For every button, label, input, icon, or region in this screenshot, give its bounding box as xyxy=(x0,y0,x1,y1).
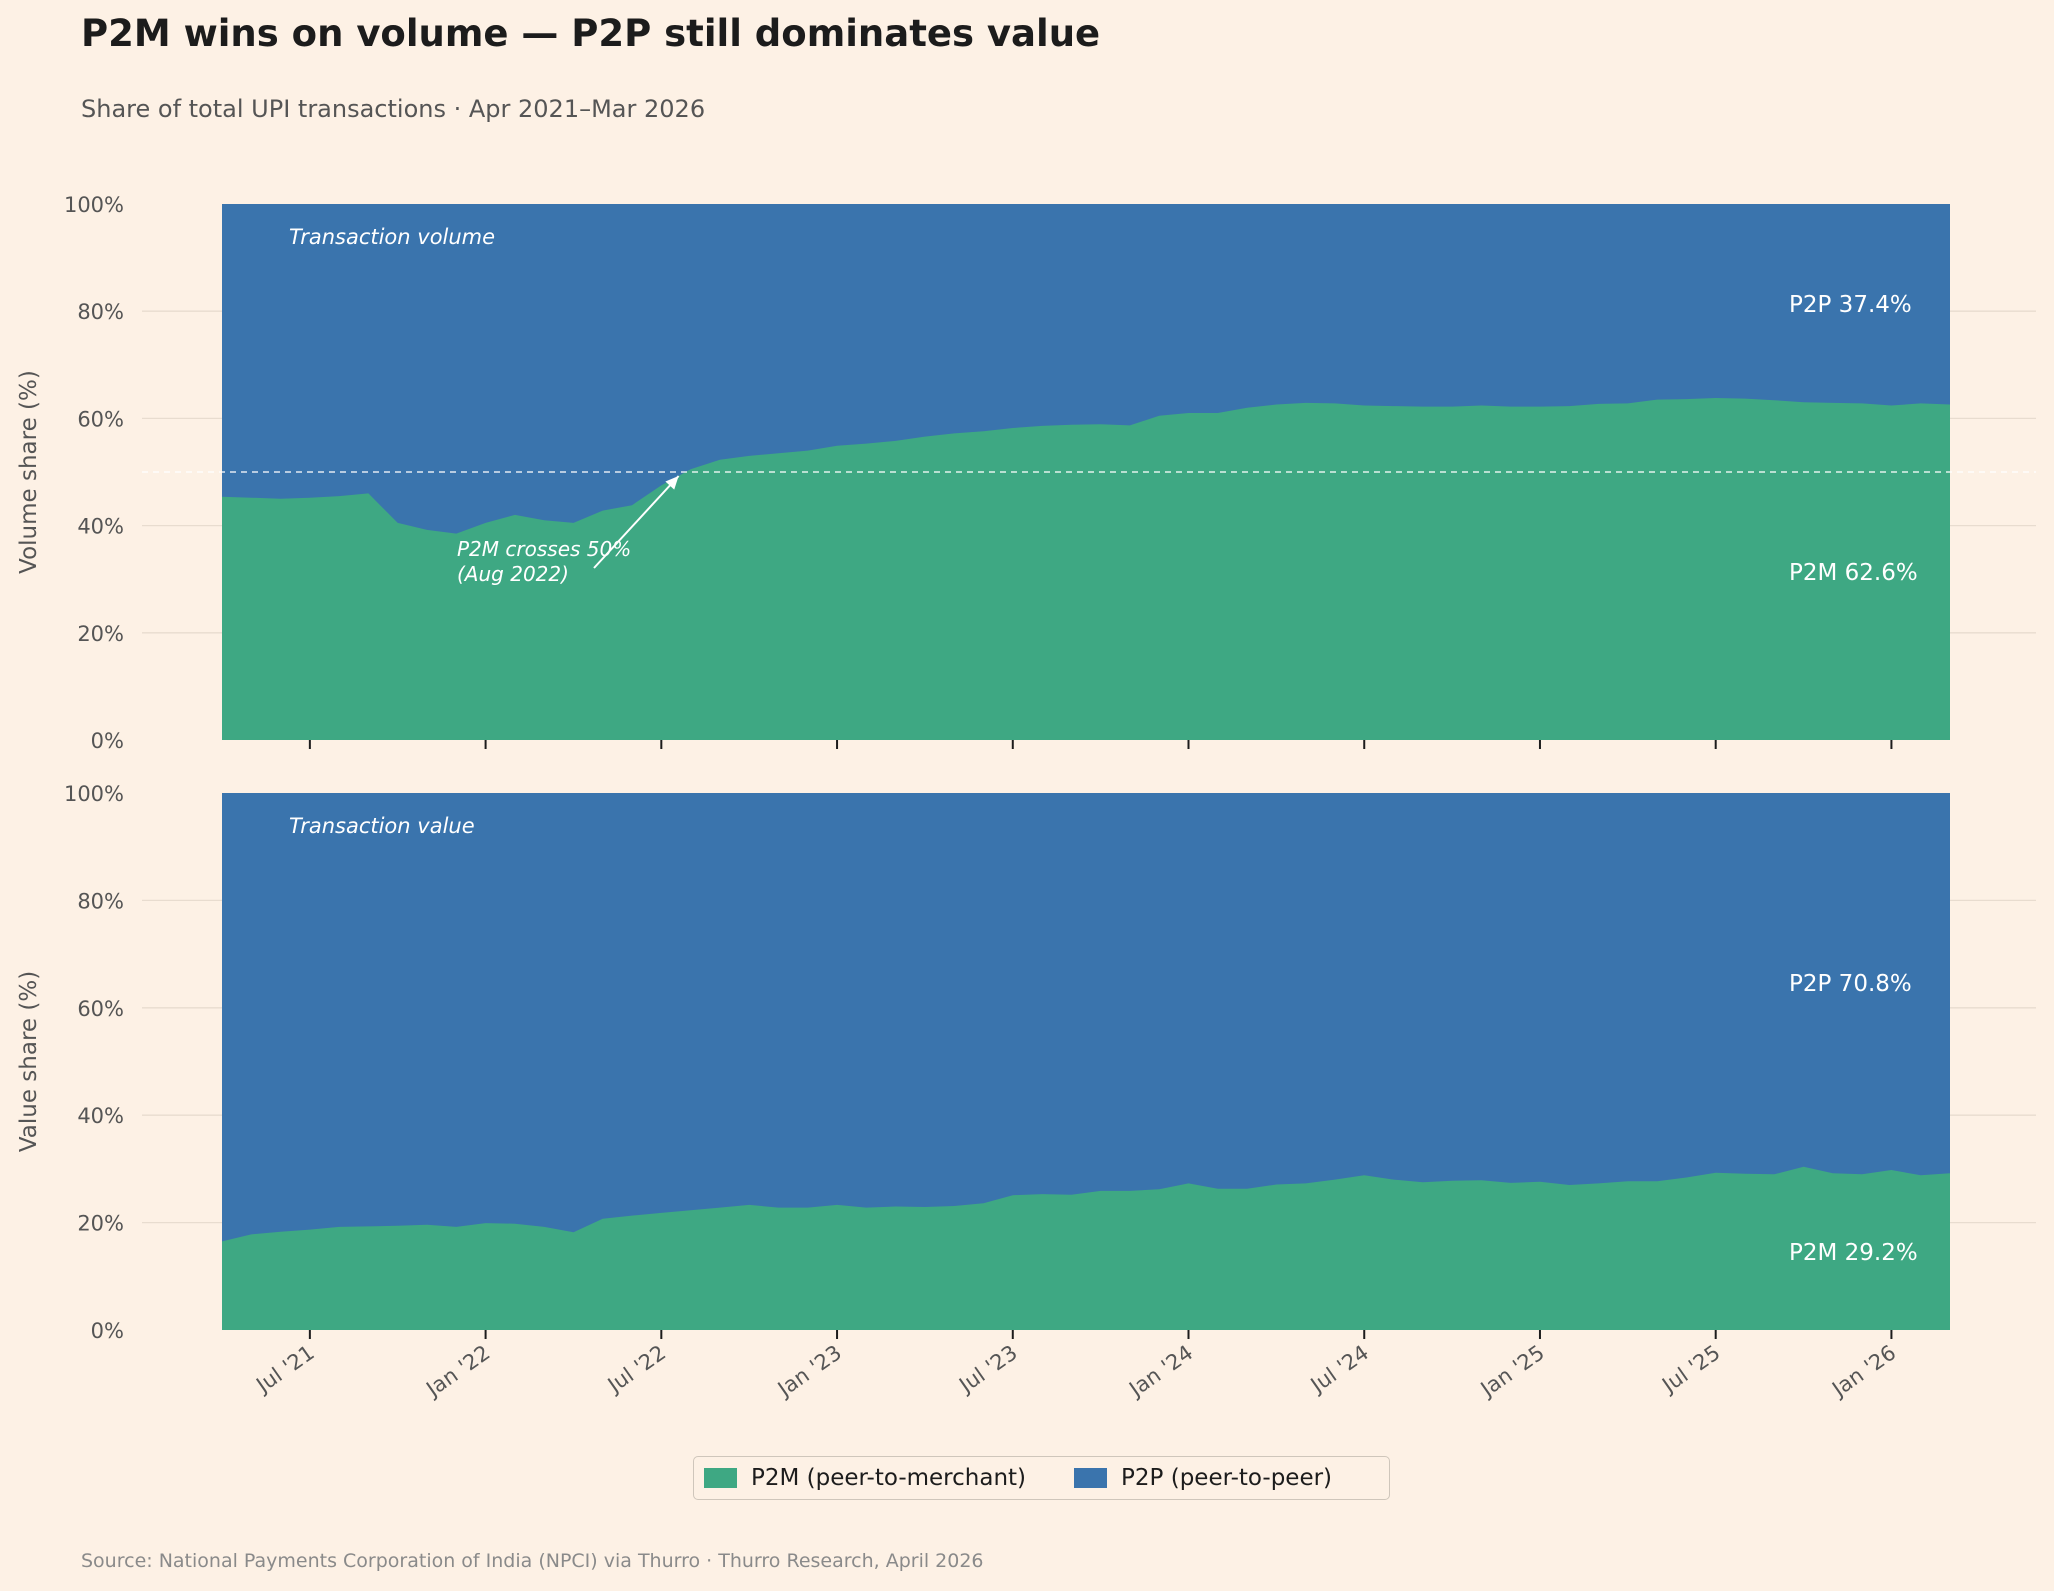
volume-p2p-end-label: P2P 37.4% xyxy=(1789,292,1912,318)
y-tick-label-40: 40% xyxy=(77,515,124,539)
y-tick-label-20: 20% xyxy=(77,1212,124,1236)
legend-item-p2m: P2M (peer-to-merchant) xyxy=(704,1465,1026,1491)
legend-swatch-p2m xyxy=(704,1468,737,1488)
y-tick-label-0: 0% xyxy=(91,1319,124,1343)
value-p2m-end-label: P2M 29.2% xyxy=(1789,1240,1918,1266)
crossover-annotation: P2M crosses 50% (Aug 2022) xyxy=(457,475,680,586)
volume-panel-label: Transaction volume xyxy=(289,225,495,249)
legend-swatch-p2p xyxy=(1074,1468,1108,1488)
x-tick-label: Jan '25 xyxy=(1475,1340,1549,1402)
legend-label-p2p: P2P (peer-to-peer) xyxy=(1121,1465,1333,1491)
value-y-axis: 0% 20% 40% 60% 80% 100% xyxy=(64,782,124,1343)
x-tick-label: Jan '24 xyxy=(1123,1340,1197,1402)
annotation-arrow xyxy=(593,475,680,569)
volume-y-axis: 0% 20% 40% 60% 80% 100% xyxy=(64,193,124,753)
y-tick-label-40: 40% xyxy=(77,1104,124,1128)
legend-label-p2m: P2M (peer-to-merchant) xyxy=(751,1465,1027,1491)
source-note: Source: National Payments Corporation of… xyxy=(81,1550,984,1572)
y-tick-label-60: 60% xyxy=(77,997,124,1021)
chart-subtitle: Share of total UPI transactions · Apr 20… xyxy=(81,95,706,123)
chart-legend: P2M (peer-to-merchant) P2P (peer-to-peer… xyxy=(693,1456,1390,1500)
y-tick-label-100: 100% xyxy=(64,193,124,217)
y-tick-label-0: 0% xyxy=(91,729,124,753)
volume-y-axis-title: Volume share (%) xyxy=(16,370,42,574)
value-p2p-end-label: P2P 70.8% xyxy=(1789,971,1912,997)
y-tick-label-60: 60% xyxy=(77,407,124,431)
annotation-text-line1: P2M crosses 50% xyxy=(457,537,631,561)
value-panel: 0% 20% 40% 60% 80% 100% Jul '21 Jan '22 Jul '22… xyxy=(16,782,2036,1402)
y-tick-label-80: 80% xyxy=(77,889,124,913)
chart-title: P2M wins on volume — P2P still dominates… xyxy=(81,12,1101,55)
volume-p2m-area xyxy=(222,398,1950,740)
x-tick-label: Jan '26 xyxy=(1826,1340,1900,1402)
volume-x-ticks xyxy=(308,740,1893,749)
y-tick-label-100: 100% xyxy=(64,782,124,806)
value-y-axis-title: Value share (%) xyxy=(16,971,42,1152)
x-tick-label: Jul '21 xyxy=(250,1340,318,1398)
value-x-axis: Jul '21 Jan '22 Jul '22 Jan '23 Jul '23 Jan '… xyxy=(250,1330,1900,1402)
y-tick-label-80: 80% xyxy=(77,300,124,324)
legend-item-p2p: P2P (peer-to-peer) xyxy=(1074,1465,1332,1491)
x-tick-label: Jul '24 xyxy=(1305,1340,1373,1398)
value-p2m-area xyxy=(222,1166,1950,1330)
x-tick-label: Jul '25 xyxy=(1656,1340,1724,1398)
annotation-arrow-head xyxy=(665,476,679,490)
x-tick-label: Jul '23 xyxy=(953,1340,1021,1398)
x-tick-label: Jul '22 xyxy=(602,1340,670,1398)
x-tick-label: Jan '23 xyxy=(772,1340,846,1402)
annotation-text-line2: (Aug 2022) xyxy=(457,562,569,586)
y-tick-label-20: 20% xyxy=(77,622,124,646)
volume-p2m-end-label: P2M 62.6% xyxy=(1789,560,1918,586)
value-panel-label: Transaction value xyxy=(289,814,475,838)
volume-panel: 0% 20% 40% 60% 80% 100% Volume share (%) Tran… xyxy=(16,193,2036,753)
x-tick-label: Jan '22 xyxy=(420,1340,494,1402)
